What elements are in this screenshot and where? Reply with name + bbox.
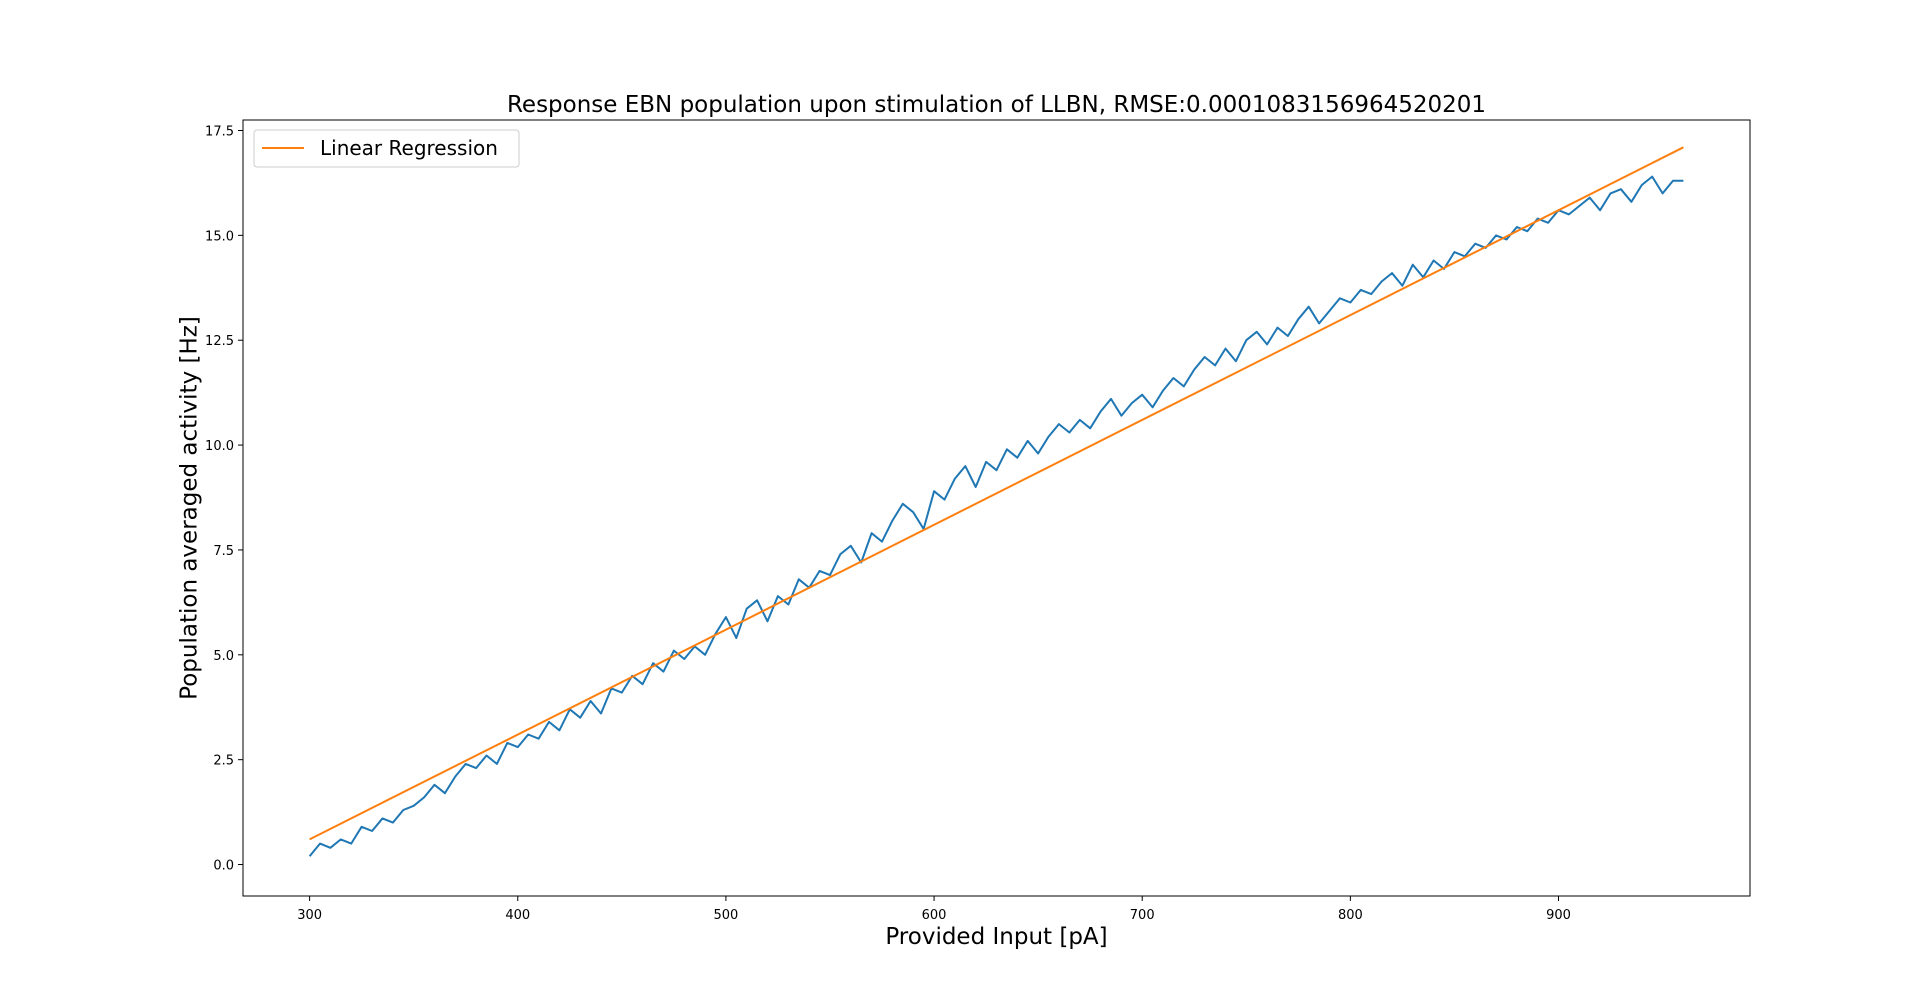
y-tick-label: 2.5 (213, 754, 234, 769)
x-tick-label: 900 (1546, 908, 1571, 923)
regression-line (309, 146, 1684, 841)
y-tick-label: 17.5 (205, 124, 234, 139)
y-tick-label: 7.5 (213, 544, 234, 559)
y-tick-label: 15.0 (205, 229, 234, 244)
x-tick-label: 700 (1130, 908, 1155, 923)
measured-activity-line (308, 175, 1684, 857)
y-axis-label: Population averaged activity [Hz] (177, 316, 203, 700)
x-tick-label: 800 (1338, 908, 1363, 923)
y-tick-label: 10.0 (205, 439, 234, 454)
chart-title: Response EBN population upon stimulation… (507, 92, 1486, 118)
plot-area: 300 400 500 600 700 800 900 0.0 2.5 5.0 7.5 10.0 12.… (205, 119, 1751, 923)
x-tick-label: 400 (505, 908, 530, 923)
y-tick-label: 0.0 (213, 859, 234, 874)
x-axis-label: Provided Input [pA] (885, 924, 1107, 950)
y-tick-label: 12.5 (205, 334, 234, 349)
x-tick-label: 300 (297, 908, 322, 923)
legend: Linear Regression (253, 129, 520, 168)
x-tick-label: 500 (713, 908, 738, 923)
axes-frame (242, 119, 1751, 897)
y-tick-label: 5.0 (213, 649, 234, 664)
legend-box (253, 129, 520, 168)
legend-label-linear-regression: Linear Regression (320, 136, 498, 160)
x-tick-label: 600 (922, 908, 947, 923)
